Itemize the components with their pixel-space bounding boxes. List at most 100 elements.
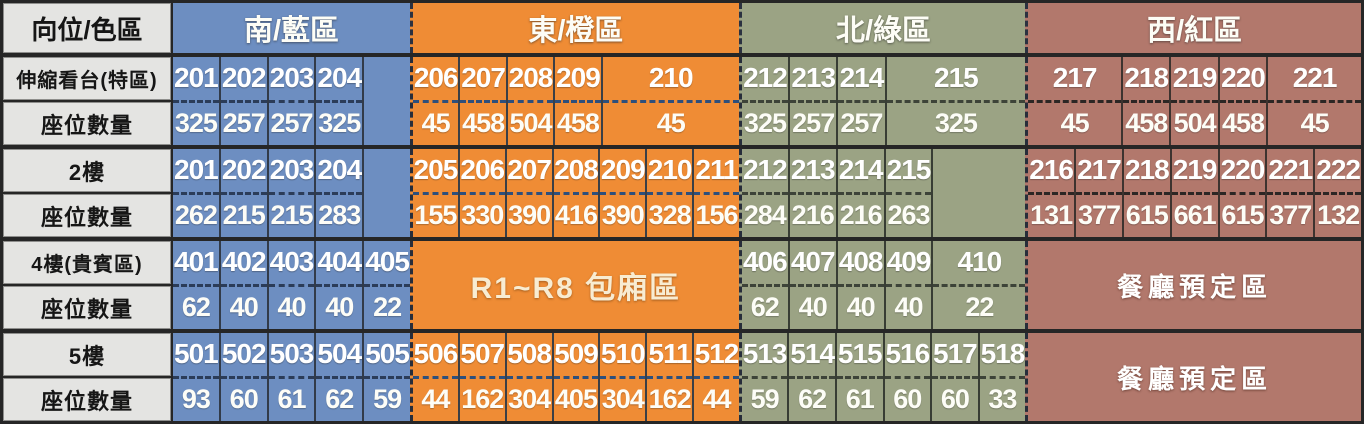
section-number: 508 <box>506 333 552 379</box>
seat-count: 44 <box>421 384 450 415</box>
section-number: 513 <box>741 333 788 379</box>
seat-count: 284 <box>743 200 787 231</box>
zone-south: 201 262 202 215 203 215 204 283 <box>171 149 410 237</box>
section-number: 408 <box>837 241 884 287</box>
zone-south: 201 325 202 257 203 257 204 325 <box>171 57 410 145</box>
section-cell: 219 661 <box>1169 149 1218 237</box>
section-number: 512 <box>694 333 739 379</box>
section-number: 215 <box>885 149 932 195</box>
row-label: 5樓 <box>3 333 171 378</box>
floor-block-2: 2樓 座位數量 201 262 202 215 203 215 204 283 205 155 206 3… <box>3 145 1362 237</box>
seat-count: 59 <box>373 384 402 415</box>
seat-count: 59 <box>750 384 780 415</box>
floor-block-4: 5樓 座位數量 501 93 502 60 503 61 504 62 505 59 506 44 507 1… <box>3 329 1361 421</box>
row-label-column: 伸縮看台(特區) 座位數量 <box>3 57 171 145</box>
seat-count: 22 <box>373 292 402 323</box>
section-cell: 511 162 <box>645 333 693 421</box>
section-cell: 501 93 <box>173 333 219 421</box>
seat-count: 60 <box>229 384 259 415</box>
seat-count: 45 <box>421 108 451 139</box>
zone-header-west: 西/紅區 <box>1025 3 1361 53</box>
seat-count: 45 <box>1300 108 1330 139</box>
seat-count: 40 <box>325 292 354 323</box>
section-number: 206 <box>412 57 459 103</box>
seat-count: 61 <box>845 384 875 415</box>
section-cell: 505 59 <box>362 333 410 421</box>
section-number: 404 <box>316 241 363 287</box>
section-number: 222 <box>1315 149 1362 195</box>
seat-count: 325 <box>174 108 218 139</box>
section-cell: 517 60 <box>930 333 978 421</box>
seat-count: 458 <box>1221 108 1265 139</box>
zone-north: 212 284 213 216 214 216 215 263 <box>738 149 1026 237</box>
section-number: 504 <box>316 333 363 379</box>
seat-count: 40 <box>277 292 306 323</box>
section-cell: 209 390 <box>598 149 646 237</box>
seat-count: 22 <box>965 292 994 323</box>
section-number: 201 <box>173 57 219 103</box>
floor-block-1: 伸縮看台(特區) 座位數量 201 325 202 257 203 257 204 325 206 4… <box>3 53 1361 145</box>
seat-count: 45 <box>1060 108 1090 139</box>
section-cell: 204 325 <box>314 57 363 145</box>
section-cell: 217 377 <box>1074 149 1122 237</box>
section-number: 219 <box>1171 57 1218 103</box>
section-cell: 514 62 <box>787 333 835 421</box>
section-number: 203 <box>268 57 315 103</box>
seat-count-label: 座位數量 <box>3 102 171 145</box>
seat-count: 132 <box>1317 200 1360 231</box>
section-number: 221 <box>1268 57 1361 103</box>
section-cell: 508 304 <box>504 333 552 421</box>
seat-count: 615 <box>1125 200 1169 231</box>
seat-count: 162 <box>648 384 692 415</box>
section-cell: 205 155 <box>412 149 458 237</box>
section-number: 221 <box>1267 149 1314 195</box>
section-number: 507 <box>459 333 505 379</box>
zone-south: 401 62 402 40 403 40 404 40 405 22 <box>171 241 410 329</box>
section-cell: 518 33 <box>977 333 1026 421</box>
seat-count: 216 <box>839 200 883 231</box>
section-number: 207 <box>460 57 506 103</box>
section-cell: 513 59 <box>741 333 788 421</box>
section-number: 210 <box>647 149 693 195</box>
zone-east: 206 45 207 458 208 504 209 458 210 45 <box>409 57 739 145</box>
seat-count: 328 <box>648 200 692 231</box>
section-number: 214 <box>838 57 885 103</box>
seat-count: 44 <box>702 384 731 415</box>
section-cell: 404 40 <box>314 241 363 329</box>
section-cell: 221 45 <box>1266 57 1361 145</box>
section-number: 207 <box>506 149 552 195</box>
seat-count-label: 座位數量 <box>3 286 171 329</box>
section-cell: 206 330 <box>457 149 505 237</box>
zone-east: 205 155 206 330 207 390 208 416 209 390 210 328 211 1… <box>409 149 739 237</box>
section-cell: 410 22 <box>931 241 1026 329</box>
seat-count: 60 <box>940 384 970 415</box>
section-number: 407 <box>789 241 836 287</box>
seat-count: 40 <box>798 292 828 323</box>
section-cell: 215 263 <box>883 149 932 237</box>
section-cell: 405 22 <box>362 241 410 329</box>
section-number: 214 <box>837 149 884 195</box>
merged-cell: 餐廳預定區 <box>1117 271 1273 302</box>
section-number: 213 <box>789 149 836 195</box>
section-number: 510 <box>600 333 646 379</box>
section-cell: 207 390 <box>504 149 552 237</box>
section-number: 511 <box>647 333 693 379</box>
section-number: 405 <box>364 241 410 287</box>
section-number: 410 <box>933 241 1026 287</box>
seat-count: 458 <box>462 108 505 139</box>
section-number: 212 <box>741 57 789 103</box>
section-cell: 217 45 <box>1028 57 1122 145</box>
seat-count: 156 <box>695 200 738 231</box>
zone-west: 217 45 218 458 219 504 220 458 221 45 <box>1025 57 1361 145</box>
section-cell: 503 61 <box>266 333 315 421</box>
section-number: 208 <box>553 149 599 195</box>
zone-header-south: 南/藍區 <box>171 3 410 53</box>
header-row: 向位/色區 南/藍區 東/橙區 北/綠區 西/紅區 <box>3 3 1361 53</box>
seat-count: 304 <box>601 384 645 415</box>
seat-count: 458 <box>1125 108 1168 139</box>
seat-count: 615 <box>1221 200 1264 231</box>
section-cell: 506 44 <box>412 333 458 421</box>
section-cell: 219 504 <box>1169 57 1218 145</box>
section-cell: 215 325 <box>884 57 1026 145</box>
seat-count: 458 <box>556 108 600 139</box>
